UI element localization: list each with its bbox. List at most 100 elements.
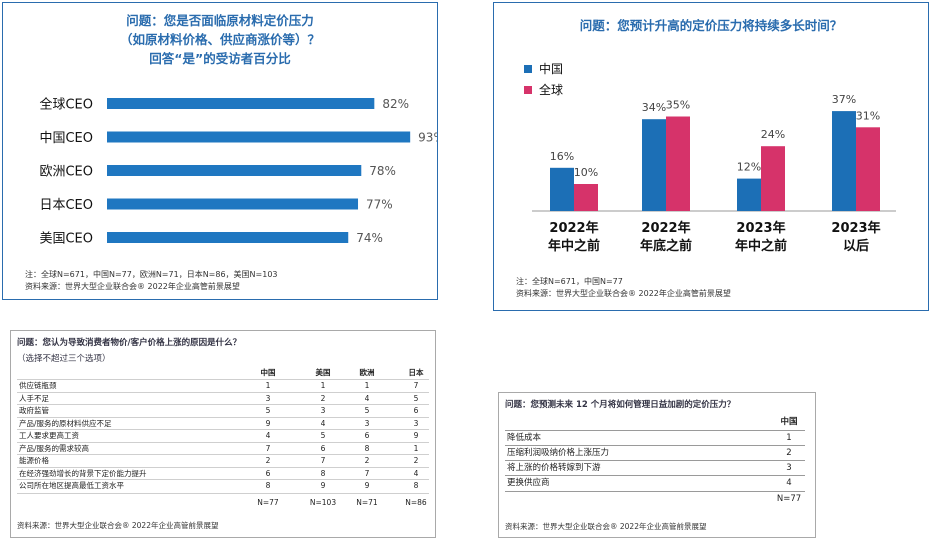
table-column-header: 中国 (260, 368, 276, 377)
table-row-label: 将上涨的价格转嫁到下游 (507, 463, 601, 473)
chart1-source: 资料来源：世界大型企业联合会® 2022年企业高管前景展望 (25, 282, 240, 291)
table-cell: 1 (364, 381, 370, 390)
chart2-title: 问题：您预计升高的定价压力将持续多长时间？ (579, 18, 843, 33)
table-cell: 8 (320, 468, 326, 478)
table-cell: 4 (265, 431, 271, 440)
ceo-pressure-chart-panel: 问题：您是否面临原材料定价压力 （如原材料价格、供应商涨价等）？ 回答“是”的受… (2, 2, 438, 300)
table-footer-n: N=71 (356, 497, 378, 507)
table-row-label: 在经济强劲增长的背景下定价能力提升 (19, 468, 147, 478)
chart2-bar-global (574, 184, 598, 211)
table-cell: 4 (786, 478, 792, 488)
chart1-bar (107, 98, 375, 109)
table-row-label: 政府监管 (19, 406, 49, 415)
table-cell: 7 (413, 381, 419, 390)
table-cell: 3 (413, 418, 419, 428)
table-row-label: 能源价格 (19, 456, 49, 465)
chart1-bar (107, 232, 349, 243)
table-row-label: 压缩利润吸纳价格上涨压力 (507, 448, 610, 458)
table-cell: 2 (320, 393, 326, 403)
chart2-value-label: 37% (832, 93, 856, 106)
table-row-label: 产品/服务的原材料供应不足 (19, 418, 112, 428)
table-row-label: 工人要求更高工资 (19, 431, 79, 440)
table-footer-n: N=103 (309, 497, 337, 507)
chart2-bar-global (856, 127, 880, 211)
table-cell: 9 (413, 431, 419, 440)
chart1-bar (107, 165, 362, 176)
pressure-management-table: 问题：您预测未来 12 个月将如何管理日益加剧的定价压力？ 中国 降低成本 1 压缩利… (498, 392, 816, 538)
chart2-category-label: 以后 (843, 238, 869, 254)
table-cell: 8 (413, 481, 419, 490)
chart2-bar-china (737, 178, 761, 211)
table-cell: 6 (265, 468, 271, 478)
legend-label: 中国 (539, 61, 563, 76)
chart1-bar (107, 131, 411, 143)
table-cell: 7 (320, 456, 326, 465)
chart2-value-label: 34% (642, 101, 666, 114)
chart2-category-label: 2023年 (831, 220, 880, 236)
table2-title: 问题：您预测未来 12 个月将如何管理日益加剧的定价压力？ (505, 400, 736, 410)
table-row-label: 更换供应商 (507, 478, 550, 488)
table-cell: 6 (413, 406, 419, 415)
table-cell: 9 (265, 418, 271, 428)
table-cell: 8 (364, 443, 370, 453)
table-cell: 2 (265, 456, 271, 465)
table-row: 在经济强劲增长的背景下定价能力提升 6 8 7 4 (17, 466, 429, 481)
table-cell: 1 (265, 381, 271, 390)
table-row: 压缩利润吸纳价格上涨压力 2 (505, 445, 805, 461)
table-row-label: 人手不足 (19, 393, 49, 403)
table-row: 产品/服务的原材料供应不足 9 4 3 3 (17, 416, 429, 431)
table1-source: 资料来源：世界大型企业联合会® 2022年企业高管前景展望 (17, 521, 219, 530)
table-row: 人手不足 3 2 4 5 (17, 391, 429, 406)
chart1-value-label: 78% (369, 164, 396, 178)
table-row: 降低成本 1 (505, 430, 805, 446)
table-cell: 1 (320, 381, 326, 390)
chart1-title-line3: 回答“是”的受访者百分比 (149, 51, 291, 66)
chart1-category-label: 美国CEO (39, 232, 93, 247)
table-row: 公司所在地区提高最低工资水平 8 9 9 8 (17, 479, 429, 494)
table-cell: 3 (786, 463, 792, 473)
chart1-title-line1: 问题：您是否面临原材料定价压力 (126, 13, 314, 28)
table-cell: 5 (364, 406, 370, 415)
chart1-value-label: 77% (366, 198, 393, 212)
table-cell: 6 (320, 443, 326, 453)
chart2-value-label: 31% (856, 109, 880, 122)
table-row: 供应链瓶颈 1 1 1 7 (17, 379, 429, 393)
chart2-bar-global (761, 146, 785, 211)
price-rise-reasons-table: 问题：您认为导致消费者物价/客户价格上涨的原因是什么？ （选择不超过三个选项） … (10, 330, 436, 538)
chart1-note: 注：全球N=671，中国N=77，欧洲N=71，日本N=86，美国N=103 (25, 270, 278, 279)
table-footer-n: N=77 (776, 494, 802, 504)
table-cell: 5 (265, 406, 271, 415)
table-cell: 7 (364, 468, 370, 478)
chart1-category-label: 欧洲CEO (39, 165, 93, 180)
table-row: 更换供应商 4 (505, 475, 805, 492)
table-row: 产品/服务的需求较高 7 6 8 1 (17, 441, 429, 456)
table-cell: 9 (364, 481, 370, 490)
chart1-category-label: 全球CEO (39, 97, 93, 113)
table-row: 能源价格 2 7 2 2 (17, 454, 429, 468)
chart1-title-line2: （如原材料价格、供应商涨价等）？ (119, 32, 320, 47)
table-cell: 3 (265, 393, 271, 403)
table2-source: 资料来源：世界大型企业联合会® 2022年企业高管前景展望 (505, 522, 707, 531)
table-cell: 4 (364, 393, 370, 403)
table-column-header: 美国 (315, 368, 331, 377)
table1-title: 问题：您认为导致消费者物价/客户价格上涨的原因是什么？ (17, 338, 242, 348)
chart1-svg: 全球CEO 82% 中国CEO 93% 欧洲CEO 78% 日本CEO 77% 美国CEO 74% (39, 97, 437, 247)
table-column-header: 欧洲 (359, 368, 375, 377)
chart2-bar-china (550, 167, 574, 211)
legend-swatch-china (524, 65, 532, 73)
table-cell: 4 (320, 418, 326, 428)
table-row: 政府监管 5 3 5 6 (17, 404, 429, 418)
table-row-label: 降低成本 (507, 433, 542, 443)
table-cell: 2 (413, 456, 419, 465)
table-row-label: 供应链瓶颈 (19, 381, 57, 390)
table-row-label: 产品/服务的需求较高 (19, 443, 90, 453)
chart2-bar-global (666, 116, 690, 211)
table-row-label: 公司所在地区提高最低工资水平 (19, 481, 124, 490)
table-cell: 3 (320, 406, 326, 415)
pressure-duration-chart-panel: 问题：您预计升高的定价压力将持续多长时间？ 中国 全球 16% 10% 2022年 年中之… (493, 2, 929, 311)
chart1-value-label: 74% (356, 231, 383, 245)
chart2-bar-china (832, 111, 856, 211)
table-cell: 1 (413, 443, 419, 453)
table-cell: 4 (413, 468, 419, 478)
chart2-value-label: 12% (737, 161, 761, 174)
